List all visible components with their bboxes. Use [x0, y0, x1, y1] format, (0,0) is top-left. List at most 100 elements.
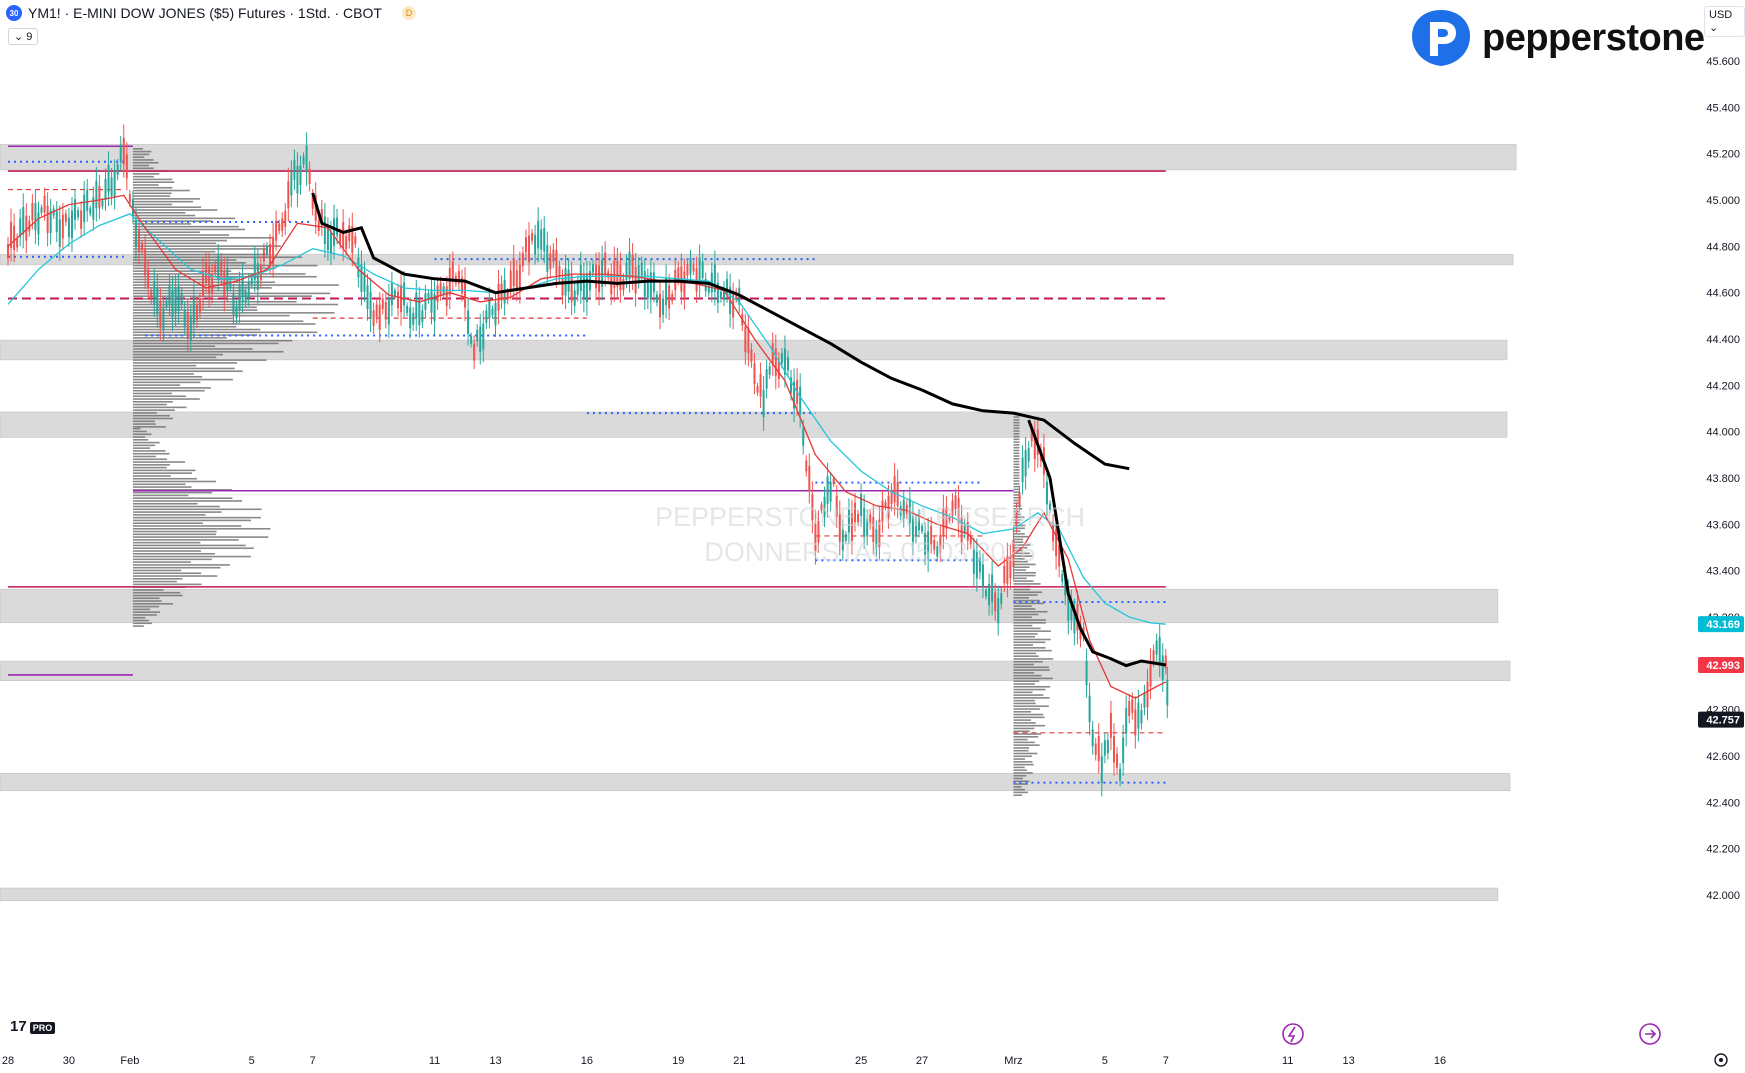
volume-bar-0 [132, 192, 172, 195]
price-label-badge [1698, 656, 1744, 673]
volume-bar-1 [132, 436, 146, 438]
time-axis[interactable]: 28 30 Feb 5 7 11 13 16 19 21 25 27 Mrz 5 7 11 13 16 [2, 1055, 1446, 1067]
volume-bar-2 [1013, 419, 1020, 421]
candle-body [543, 228, 546, 252]
candle-body [22, 207, 25, 235]
watermark-line-1: PEPPERSTONE.COM RESEARCH [655, 502, 1085, 532]
price-tick-label: 43.600 [1706, 519, 1740, 531]
flash-icon-glyph [1287, 1026, 1296, 1043]
candle-body [494, 302, 497, 326]
candle-body [978, 557, 981, 573]
candle-body [424, 293, 427, 310]
candle-body [942, 508, 945, 536]
candle-body [509, 270, 512, 290]
candle-body [250, 276, 253, 285]
candle-body [756, 386, 759, 393]
volume-bar-1 [132, 578, 183, 580]
candle-body [238, 284, 241, 311]
candle-body [1097, 735, 1100, 762]
candle-body [515, 270, 518, 291]
candle-body [241, 275, 244, 301]
tradingview-logo[interactable]: 17 PRO [10, 1018, 56, 1035]
candle-body [433, 294, 436, 322]
volume-bar-1 [132, 472, 193, 474]
time-tick-label: 5 [1102, 1055, 1108, 1067]
candle-body [357, 257, 360, 278]
volume-bar-2 [1013, 499, 1020, 502]
candle-body [214, 264, 217, 273]
volume-bar-2 [1013, 546, 1028, 549]
chart-title[interactable]: YM1! · E-MINI DOW JONES ($5) Futures · 1… [28, 5, 382, 21]
candle-body [917, 516, 920, 531]
volume-bar-2 [1013, 494, 1020, 496]
settings-gear-icon[interactable] [1714, 1053, 1728, 1067]
currency-selector[interactable]: USD ⌄ [1704, 6, 1745, 37]
candle-body [774, 348, 777, 376]
volume-bar-0 [132, 317, 235, 320]
go-to-realtime-icon[interactable] [1639, 1023, 1661, 1045]
candle-body [138, 229, 141, 253]
volume-bar-2 [1013, 627, 1041, 630]
candle-body [634, 266, 637, 294]
volume-bar-1 [132, 536, 269, 538]
symbol-badge[interactable]: 30 [6, 5, 22, 21]
candle-body [116, 164, 119, 175]
volume-bar-0 [132, 161, 159, 164]
candle-body [585, 274, 588, 302]
volume-bar-2 [1013, 446, 1020, 449]
candle-body [1094, 743, 1097, 755]
price-tick-label: 45.200 [1706, 149, 1740, 161]
volume-bar-0 [132, 320, 304, 322]
candle-body [77, 210, 80, 217]
candle-body [823, 496, 826, 517]
volume-bar-1 [132, 555, 251, 558]
volume-bar-1 [132, 508, 262, 511]
candle-body [981, 564, 984, 588]
candle-body [1015, 509, 1018, 526]
zone-1 [0, 254, 1514, 266]
candle-body [747, 327, 750, 354]
candle-body [759, 373, 762, 397]
candle-body [531, 233, 534, 241]
volume-bar-2 [1013, 755, 1032, 758]
candle-body [49, 210, 52, 234]
volume-bar-2 [1013, 560, 1028, 563]
volume-bar-0 [132, 414, 170, 417]
volume-bar-1 [132, 452, 170, 455]
candle-body [205, 262, 208, 284]
candle-body [850, 513, 853, 541]
volume-bar-0 [132, 289, 247, 292]
price-label-text: 42.993 [1706, 660, 1740, 672]
price-tick-label: 43.400 [1706, 566, 1740, 578]
candle-body [631, 254, 634, 279]
candle-body [107, 164, 110, 193]
indicators-toggle[interactable]: ⌄ 9 [8, 28, 39, 45]
candle-body [881, 500, 884, 522]
candle-body [689, 258, 692, 275]
volume-bar-1 [132, 591, 181, 594]
volume-bar-0 [132, 309, 258, 311]
volume-bar-2 [1013, 691, 1033, 694]
candle-body [1045, 481, 1048, 505]
support-resistance-zones [0, 144, 1517, 902]
candle-body [119, 144, 122, 163]
volume-bar-2 [1013, 491, 1020, 493]
data-badge[interactable]: D [401, 6, 416, 20]
volume-bar-2 [1013, 652, 1037, 655]
volume-bar-0 [132, 353, 224, 356]
volume-bar-2 [1013, 421, 1020, 424]
vwap-line [311, 192, 1130, 471]
ema-slow-line [7, 213, 1166, 625]
volume-bar-2 [1013, 516, 1025, 518]
candle-body [723, 287, 725, 300]
candle-body [875, 529, 878, 548]
price-axis[interactable]: 45.600 45.400 45.200 45.000 44.800 44.600 44.4… [1698, 0, 1745, 1073]
volume-bar-1 [132, 603, 173, 605]
candle-body [698, 257, 701, 286]
candle-body [576, 281, 579, 295]
flash-icon[interactable] [1282, 1023, 1304, 1045]
candle-body [31, 202, 34, 221]
volume-bar-2 [1013, 777, 1023, 780]
candle-body [464, 280, 467, 308]
